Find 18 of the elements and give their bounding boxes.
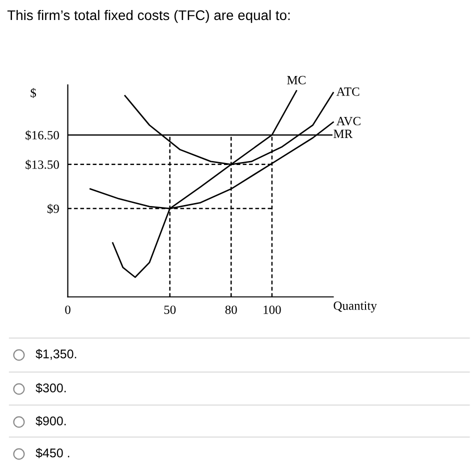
text: $450 . (36, 448, 70, 458)
series-label: AVC (336, 116, 360, 126)
y-tick-label: $16.50 (26, 130, 59, 140)
text: $1,350. (36, 348, 76, 360)
text: $900. (36, 416, 66, 426)
y-tick-label: $13.50 (26, 160, 59, 170)
series-label: ATC (336, 87, 360, 96)
x-tick-label: 50 (164, 306, 176, 314)
y-axis-title: $ (30, 88, 36, 98)
x-tick-label: 0 (65, 306, 70, 314)
chart-title: This firm’s total fixed costs (TFC) are equal to: (7, 10, 290, 23)
x-tick-label: 100 (264, 306, 281, 314)
text: $300. (36, 382, 66, 394)
x-axis-title: Quantity (334, 301, 377, 312)
ref-line-label: MR (334, 130, 353, 138)
series-label: MC (287, 76, 306, 84)
y-tick-label: $9 (47, 204, 59, 214)
x-tick-label: 80 (225, 306, 237, 314)
